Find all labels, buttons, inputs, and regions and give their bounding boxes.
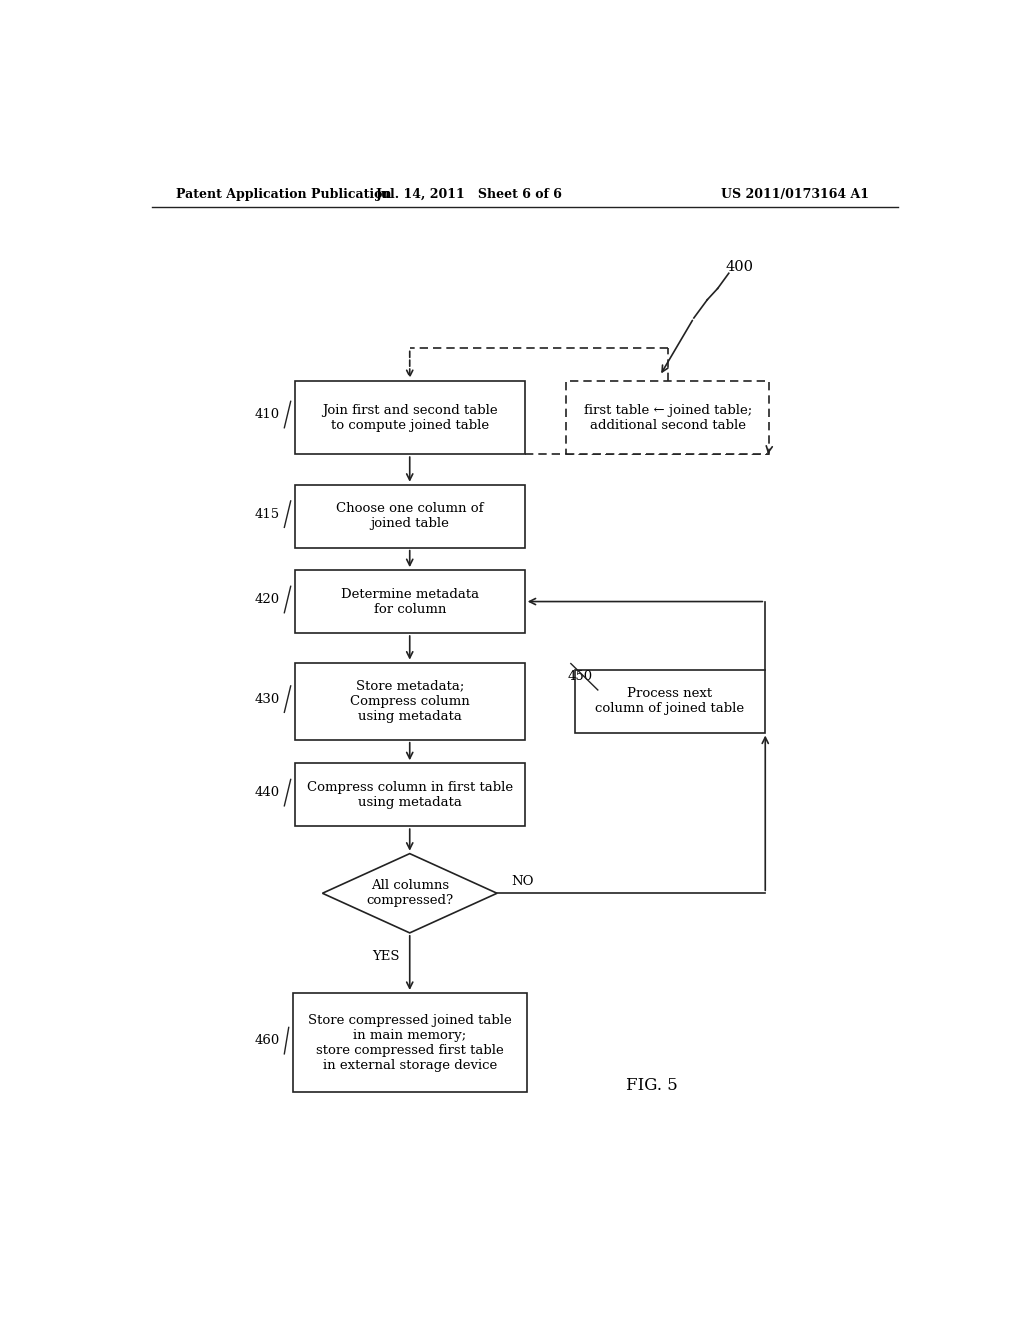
Text: US 2011/0173164 A1: US 2011/0173164 A1 (721, 189, 868, 202)
Polygon shape (323, 854, 497, 933)
Text: 460: 460 (254, 1034, 280, 1047)
FancyBboxPatch shape (295, 570, 524, 634)
Text: Store compressed joined table
in main memory;
store compressed first table
in ex: Store compressed joined table in main me… (308, 1014, 512, 1072)
Text: 420: 420 (254, 593, 280, 606)
Text: 440: 440 (254, 787, 280, 799)
Text: first table ← joined table;
additional second table: first table ← joined table; additional s… (584, 404, 752, 432)
FancyBboxPatch shape (295, 663, 524, 739)
Text: NO: NO (511, 875, 534, 887)
FancyBboxPatch shape (566, 381, 769, 454)
Text: Choose one column of
joined table: Choose one column of joined table (336, 502, 483, 531)
FancyBboxPatch shape (295, 763, 524, 826)
Text: All columns
compressed?: All columns compressed? (367, 879, 454, 907)
Text: Store metadata;
Compress column
using metadata: Store metadata; Compress column using me… (350, 680, 470, 722)
Text: 430: 430 (254, 693, 280, 706)
FancyBboxPatch shape (293, 993, 526, 1093)
Text: Join first and second table
to compute joined table: Join first and second table to compute j… (322, 404, 498, 432)
Text: Process next
column of joined table: Process next column of joined table (596, 688, 744, 715)
Text: 410: 410 (254, 408, 280, 421)
Text: 450: 450 (567, 671, 593, 684)
FancyBboxPatch shape (295, 381, 524, 454)
FancyBboxPatch shape (295, 484, 524, 548)
Text: Compress column in first table
using metadata: Compress column in first table using met… (306, 780, 513, 809)
Text: YES: YES (372, 950, 399, 962)
Text: Determine metadata
for column: Determine metadata for column (341, 587, 479, 615)
Text: FIG. 5: FIG. 5 (626, 1077, 678, 1094)
FancyBboxPatch shape (574, 669, 765, 733)
Text: 400: 400 (725, 260, 753, 275)
Text: Patent Application Publication: Patent Application Publication (176, 189, 391, 202)
Text: 415: 415 (254, 508, 280, 520)
Text: Jul. 14, 2011   Sheet 6 of 6: Jul. 14, 2011 Sheet 6 of 6 (376, 189, 562, 202)
